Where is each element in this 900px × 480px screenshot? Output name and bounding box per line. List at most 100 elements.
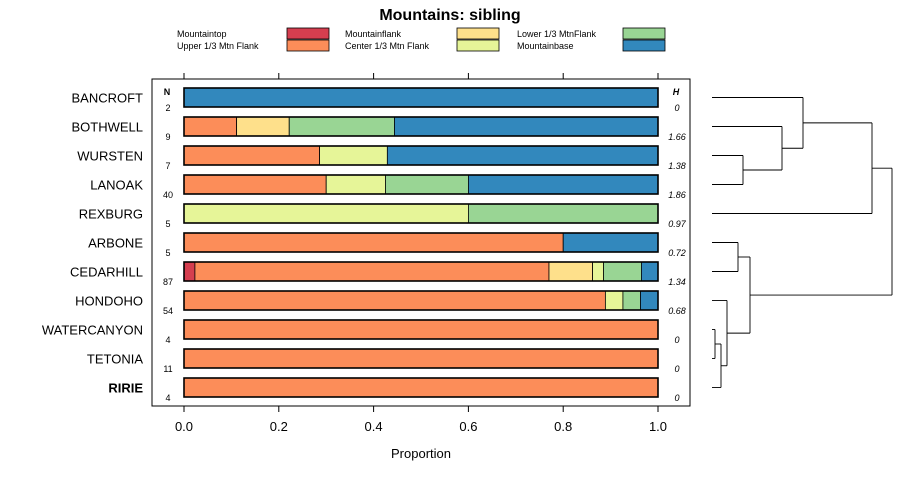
bar-segment-lanoak-upper [183,174,327,195]
h-value-bothwell: 1.66 [668,132,686,142]
bar-segment-arbone-base [562,232,659,253]
plot-frame [151,78,691,407]
bar-segment-rexburg-lower [467,203,659,224]
n-value-rexburg: 5 [165,219,170,229]
n-value-bancroft: 2 [165,103,170,113]
x-axis-top-ticks [183,73,659,79]
row-label-ririe: RIRIE [108,381,143,396]
bar-segment-tetonia-upper [183,348,659,369]
row-label-tetonia: TETONIA [87,352,143,367]
legend-swatch-upper [286,39,330,52]
row-label-rexburg: REXBURG [79,207,143,222]
bar-segment-bothwell-lower [288,116,395,137]
bar-outline-bancroft [183,87,659,108]
row-label-cedarhill: CEDARHILL [70,265,143,280]
x-tick-label: 0.4 [365,419,383,434]
bar-segment-wursten-center [319,145,388,166]
n-value-tetonia: 11 [163,364,172,374]
legend-swatch-mountainflank [456,27,500,40]
bar-segment-lanoak-base [467,174,659,195]
legend: Mountaintop Upper 1/3 Mtn Flank Mountainfl… [177,27,666,52]
bar-outline-watercanyon [183,319,659,340]
bar-segment-cedarhill-base [641,261,659,282]
bar-segment-bothwell-upper [183,116,238,137]
bar-segment-watercanyon-upper [183,319,659,340]
x-tick-label: 0.0 [175,419,193,434]
legend-swatch-lower [622,27,666,40]
chart-title: Mountains: sibling [379,7,520,24]
legend-swatch-mountaintop [286,27,330,40]
h-value-rexburg: 0.97 [668,219,687,229]
bar-outline-cedarhill [183,261,659,282]
n-value-arbone: 5 [165,248,170,258]
n-column-header: N [164,87,171,97]
bar-segment-hondoho-base [640,290,659,311]
row-labels: BANCROFT BOTHWELL WURSTEN LANOAK REXBURG ARBO… [42,91,143,396]
h-value-arbone: 0.72 [668,248,686,258]
x-tick-label: 0.6 [459,419,477,434]
h-value-hondoho: 0.68 [668,306,686,316]
bar-outline-rexburg [183,203,659,224]
n-value-watercanyon: 4 [165,335,170,345]
row-label-bancroft: BANCROFT [72,91,144,106]
n-labels: 2 9 7 40 5 5 87 54 4 11 4 [163,103,173,403]
h-value-lanoak: 1.86 [668,190,686,200]
legend-swatch-base [622,39,666,52]
x-tick-label: 0.8 [554,419,572,434]
legend-swatch-center [456,39,500,52]
bar-segment-hondoho-lower [622,290,641,311]
row-label-arbone: ARBONE [88,236,143,251]
row-label-bothwell: BOTHWELL [71,120,143,135]
bar-segment-wursten-upper [183,145,320,166]
bar-segment-lanoak-center [325,174,386,195]
bar-segment-cedarhill-mountainflank [548,261,593,282]
h-value-cedarhill: 1.34 [668,277,686,287]
bar-segment-bothwell-mountainflank [236,116,290,137]
h-column-header: H [673,87,680,97]
n-value-lanoak: 40 [163,190,173,200]
row-label-watercanyon: WATERCANYON [42,323,143,338]
n-value-hondoho: 54 [163,306,173,316]
h-value-watercanyon: 0 [674,335,679,345]
x-tick-label: 1.0 [649,419,667,434]
bar-segment-rexburg-center [183,203,469,224]
bar-segment-cedarhill-upper [194,261,550,282]
n-value-bothwell: 9 [165,132,170,142]
bar-segment-hondoho-center [604,290,624,311]
x-axis-label: Proportion [391,446,451,461]
row-label-lanoak: LANOAK [90,178,143,193]
n-value-cedarhill: 87 [163,277,173,287]
bar-outline-wursten [183,145,659,166]
bar-outline-lanoak [183,174,659,195]
bar-segment-lanoak-lower [385,174,469,195]
legend-label: Lower 1/3 MtnFlank [517,29,597,39]
legend-label: Upper 1/3 Mtn Flank [177,41,259,51]
row-label-hondoho: HONDOHO [75,294,143,309]
bar-segment-bancroft-base [183,87,659,108]
h-value-ririe: 0 [674,393,679,403]
row-label-wursten: WURSTEN [77,149,143,164]
bar-segment-cedarhill-mountaintop [183,261,196,282]
bar-outline-hondoho [183,290,659,311]
bar-segment-cedarhill-center [592,261,604,282]
bars [183,87,659,398]
bar-outline-ririe [183,377,659,398]
n-value-ririe: 4 [165,393,170,403]
bar-segment-hondoho-upper [183,290,606,311]
bar-segment-bothwell-base [394,116,659,137]
h-value-wursten: 1.38 [668,161,686,171]
bar-segment-arbone-upper [183,232,564,253]
bar-outline-arbone [183,232,659,253]
h-value-tetonia: 0 [674,364,679,374]
legend-label: Mountaintop [177,29,227,39]
h-labels: 0 1.66 1.38 1.86 0.97 0.72 1.34 0.68 0 0 0 [668,103,687,403]
legend-label: Center 1/3 Mtn Flank [345,41,430,51]
bar-segment-cedarhill-lower [603,261,642,282]
bar-outline-tetonia [183,348,659,369]
legend-label: Mountainflank [345,29,402,39]
h-value-bancroft: 0 [674,103,679,113]
n-value-wursten: 7 [165,161,170,171]
bar-segment-wursten-base [386,145,659,166]
x-tick-label: 0.2 [270,419,288,434]
